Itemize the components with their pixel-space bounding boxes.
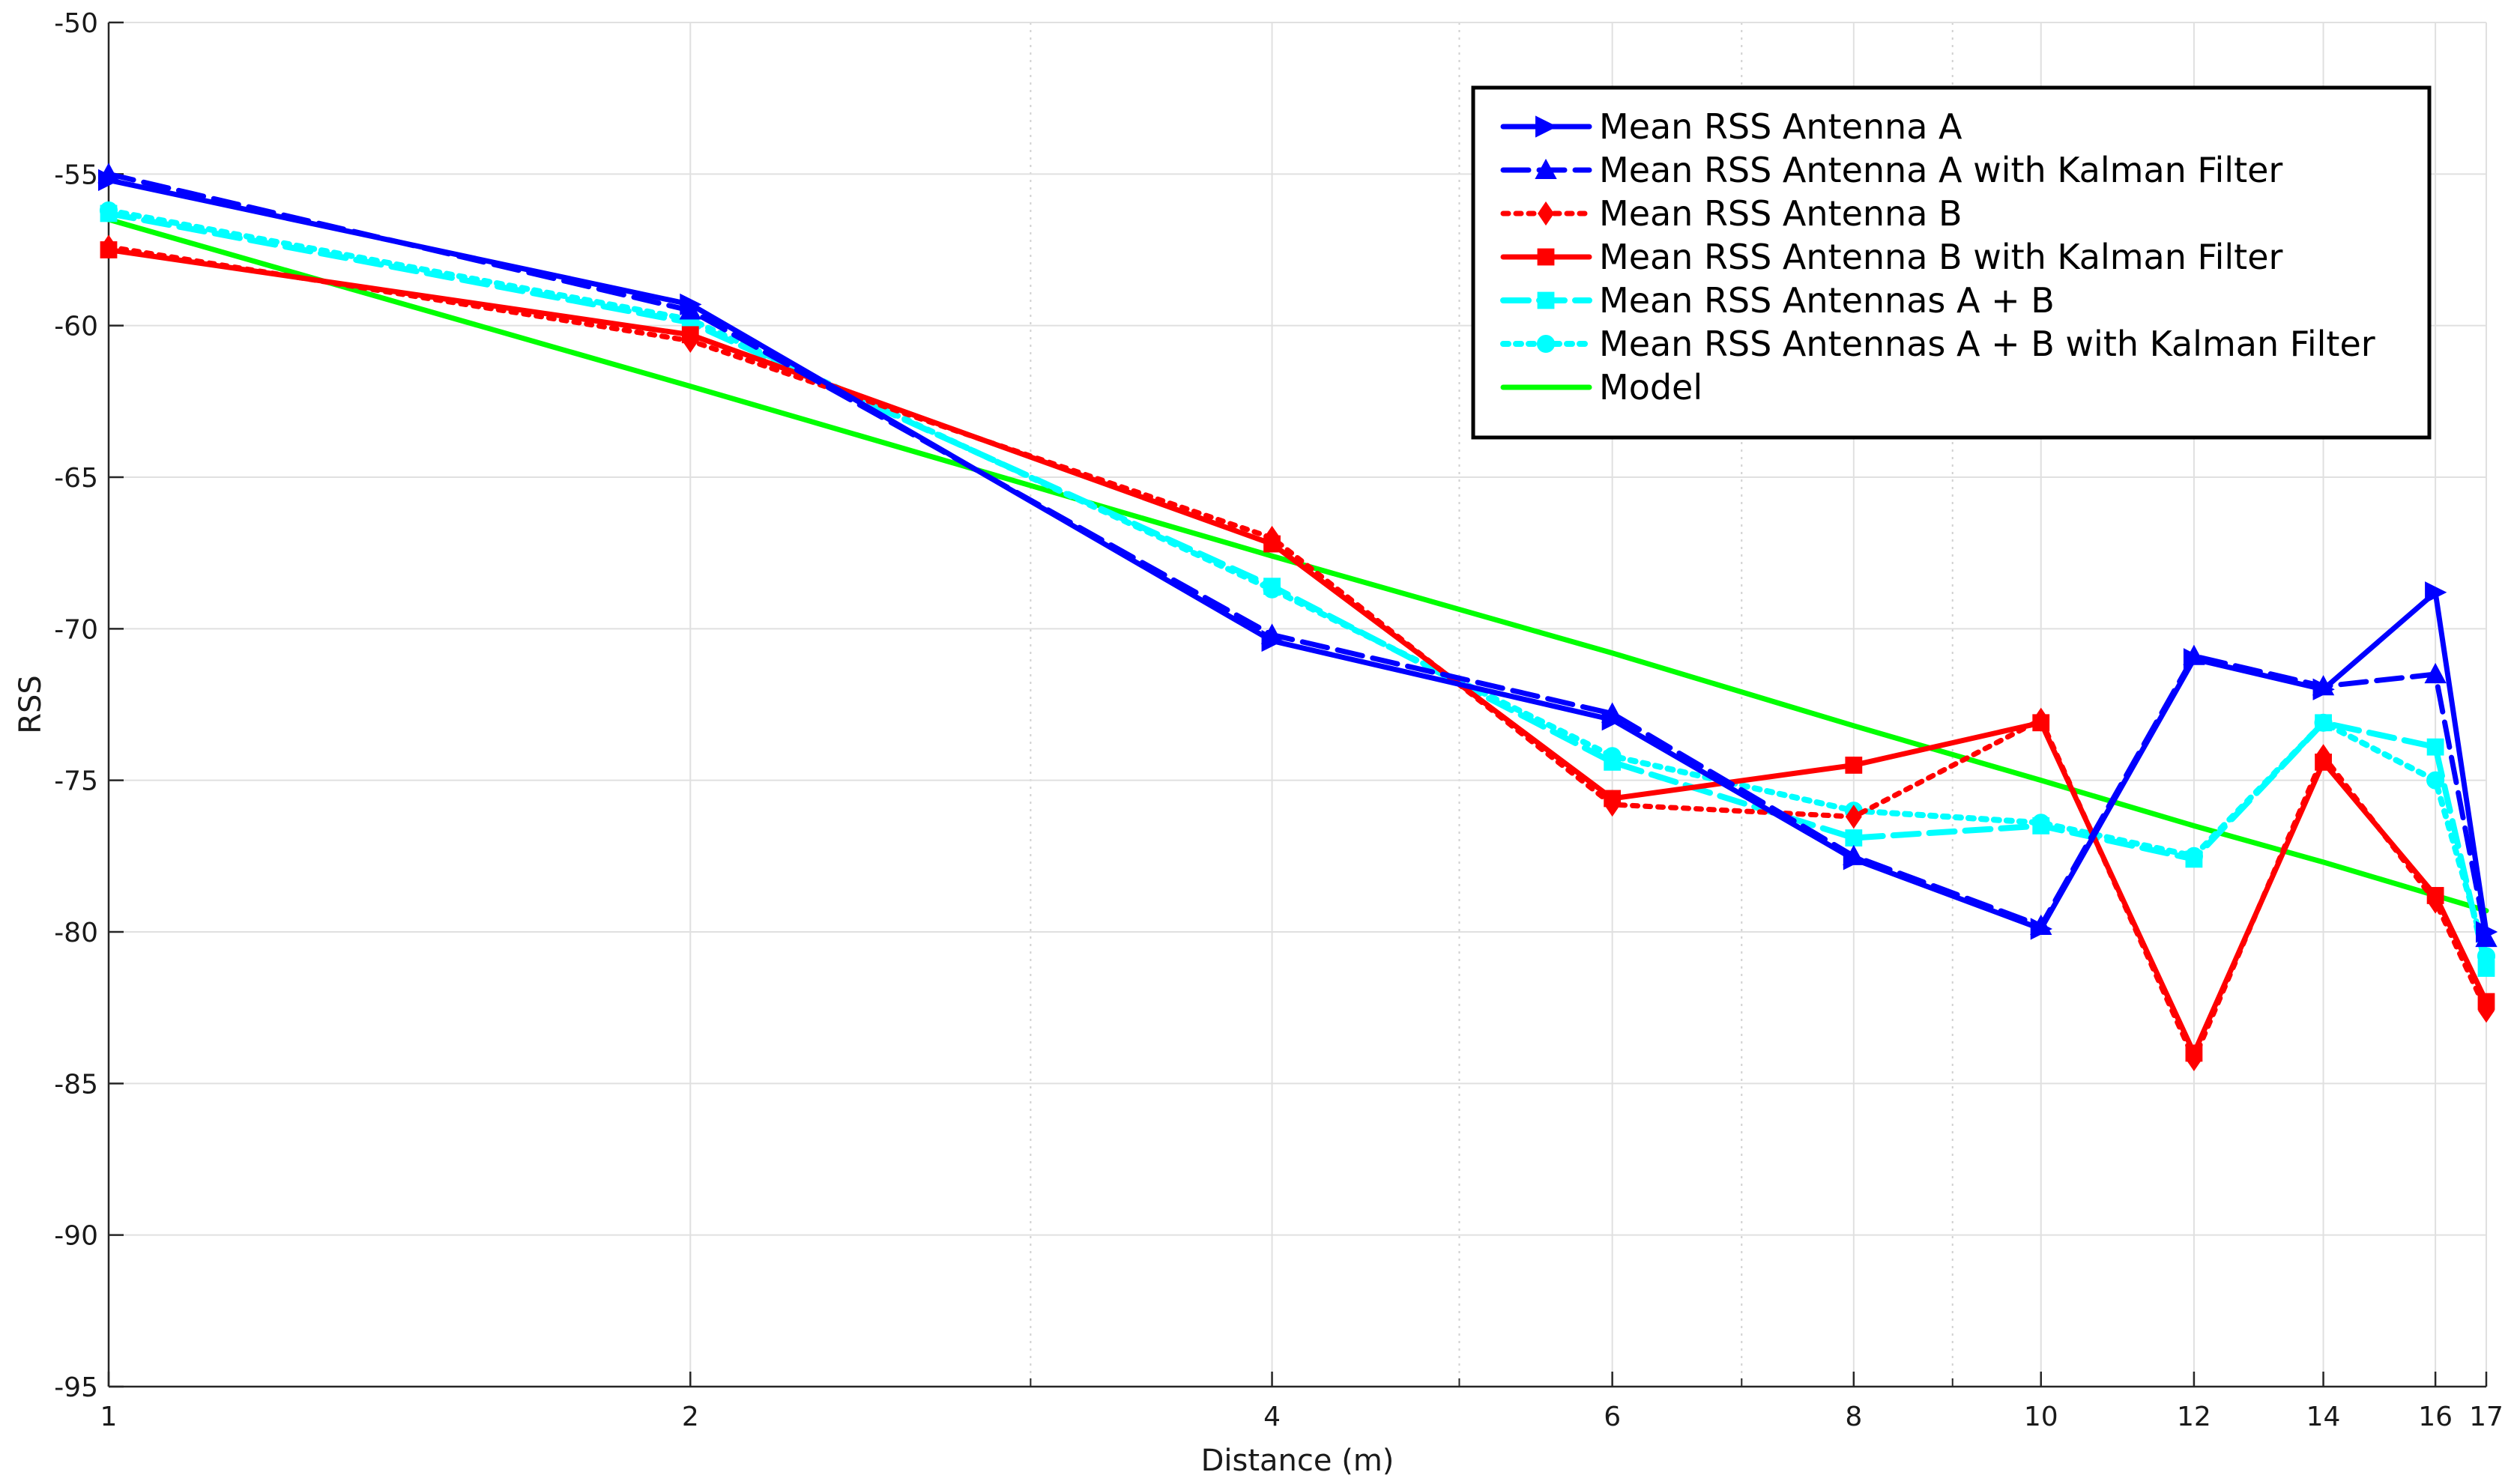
triangle-up-marker (1535, 158, 1557, 180)
series-4 (100, 205, 2495, 977)
series-line (106, 210, 2489, 972)
legend-label: Mean RSS Antenna B (1599, 193, 1962, 234)
triangle-right-marker (2312, 678, 2335, 700)
legend-label: Mean RSS Antennas A + B (1599, 280, 2055, 321)
diamond-marker (1263, 525, 1281, 551)
diamond-marker (2315, 744, 2332, 769)
triangle-right-marker (680, 293, 702, 315)
diamond-marker (100, 234, 117, 259)
triangle-up-marker (2424, 662, 2447, 684)
triangle-right-marker (2030, 918, 2052, 940)
series-line (106, 177, 2489, 935)
series-2 (100, 234, 2495, 1072)
y-tick-label: -90 (54, 1221, 98, 1252)
square-marker (100, 205, 118, 222)
y-tick-label: -70 (54, 614, 98, 645)
legend-label: Mean RSS Antennas A + B with Kalman Filt… (1599, 324, 2375, 364)
legend-item: Mean RSS Antennas A + B with Kalman Filt… (1500, 324, 2375, 364)
tick-labels: 1 2 4 6 8 10 12 14 16 17-95-90-85-80-75-70-65-60-… (54, 8, 2504, 1432)
diamond-marker (1845, 805, 1862, 829)
legend-item: Mean RSS Antennas A + B (1500, 280, 2055, 321)
legend-label: Mean RSS Antenna A with Kalman Filter (1599, 150, 2282, 190)
triangle-right-marker (2425, 581, 2447, 604)
series-line (106, 243, 2489, 1062)
x-tick-label: 17 (2469, 1402, 2504, 1432)
x-tick-label: 1 (100, 1402, 118, 1432)
x-tick-label: 2 (682, 1402, 699, 1432)
y-tick-label: -80 (54, 918, 98, 948)
y-tick-label: -75 (54, 766, 98, 797)
x-tick-label: 10 (2024, 1402, 2058, 1432)
y-tick-label: -95 (54, 1372, 98, 1403)
y-tick-label: -65 (54, 463, 98, 494)
triangle-right-marker (1535, 115, 1558, 138)
square-marker (1537, 248, 1555, 266)
legend-item: Mean RSS Antenna B (1500, 193, 1962, 234)
diamond-marker (1604, 792, 1621, 817)
x-tick-label: 6 (1604, 1402, 1621, 1432)
legend-item: Mean RSS Antenna A with Kalman Filter (1500, 150, 2282, 190)
triangle-right-marker (2476, 921, 2498, 943)
square-marker (2315, 714, 2332, 732)
x-tick-label: 12 (2177, 1402, 2211, 1432)
square-marker (1537, 291, 1555, 309)
diamond-marker (1538, 201, 1554, 226)
y-tick-label: -60 (54, 312, 98, 342)
y-tick-label: -55 (54, 160, 98, 190)
triangle-right-marker (98, 169, 121, 192)
diamond-marker (682, 328, 699, 353)
y-tick-label: -85 (54, 1069, 98, 1100)
diamond-marker (2032, 707, 2049, 732)
triangle-right-marker (1843, 848, 1866, 870)
x-tick-label: 8 (1845, 1402, 1862, 1432)
series-0 (98, 169, 2498, 943)
square-marker (2477, 960, 2495, 977)
square-marker (2426, 738, 2444, 756)
legend-item: Mean RSS Antenna B with Kalman Filter (1500, 237, 2283, 277)
triangle-right-marker (1601, 709, 1624, 731)
series-line (106, 171, 2489, 941)
square-marker (1845, 829, 1863, 847)
x-tick-label: 4 (1263, 1402, 1281, 1432)
x-tick-label: 16 (2418, 1402, 2453, 1432)
legend-box (1471, 85, 2432, 440)
legend-label: Mean RSS Antenna B with Kalman Filter (1599, 237, 2283, 277)
legend-label: Mean RSS Antenna A (1599, 106, 1962, 147)
x-tick-label: 14 (2306, 1402, 2341, 1432)
x-axis-label: Distance (m) (1201, 1444, 1395, 1478)
diamond-marker (2185, 1047, 2202, 1072)
triangle-right-marker (2183, 648, 2206, 670)
legend-item: Mean RSS Antenna A (1500, 106, 1962, 147)
y-tick-label: -50 (54, 8, 98, 39)
square-marker (1604, 753, 1622, 771)
square-marker (2032, 817, 2050, 835)
square-marker (1263, 578, 1281, 596)
diamond-marker (2427, 889, 2444, 914)
circle-marker (1536, 334, 1556, 354)
diamond-marker (2478, 999, 2495, 1023)
y-axis-label: RSS (13, 675, 48, 734)
square-marker (1845, 757, 1863, 774)
square-marker (2185, 850, 2203, 868)
legend-label: Model (1599, 367, 1702, 408)
data-series (97, 163, 2498, 1072)
triangle-right-marker (1261, 629, 1284, 652)
legend-item: Model (1500, 367, 1702, 408)
